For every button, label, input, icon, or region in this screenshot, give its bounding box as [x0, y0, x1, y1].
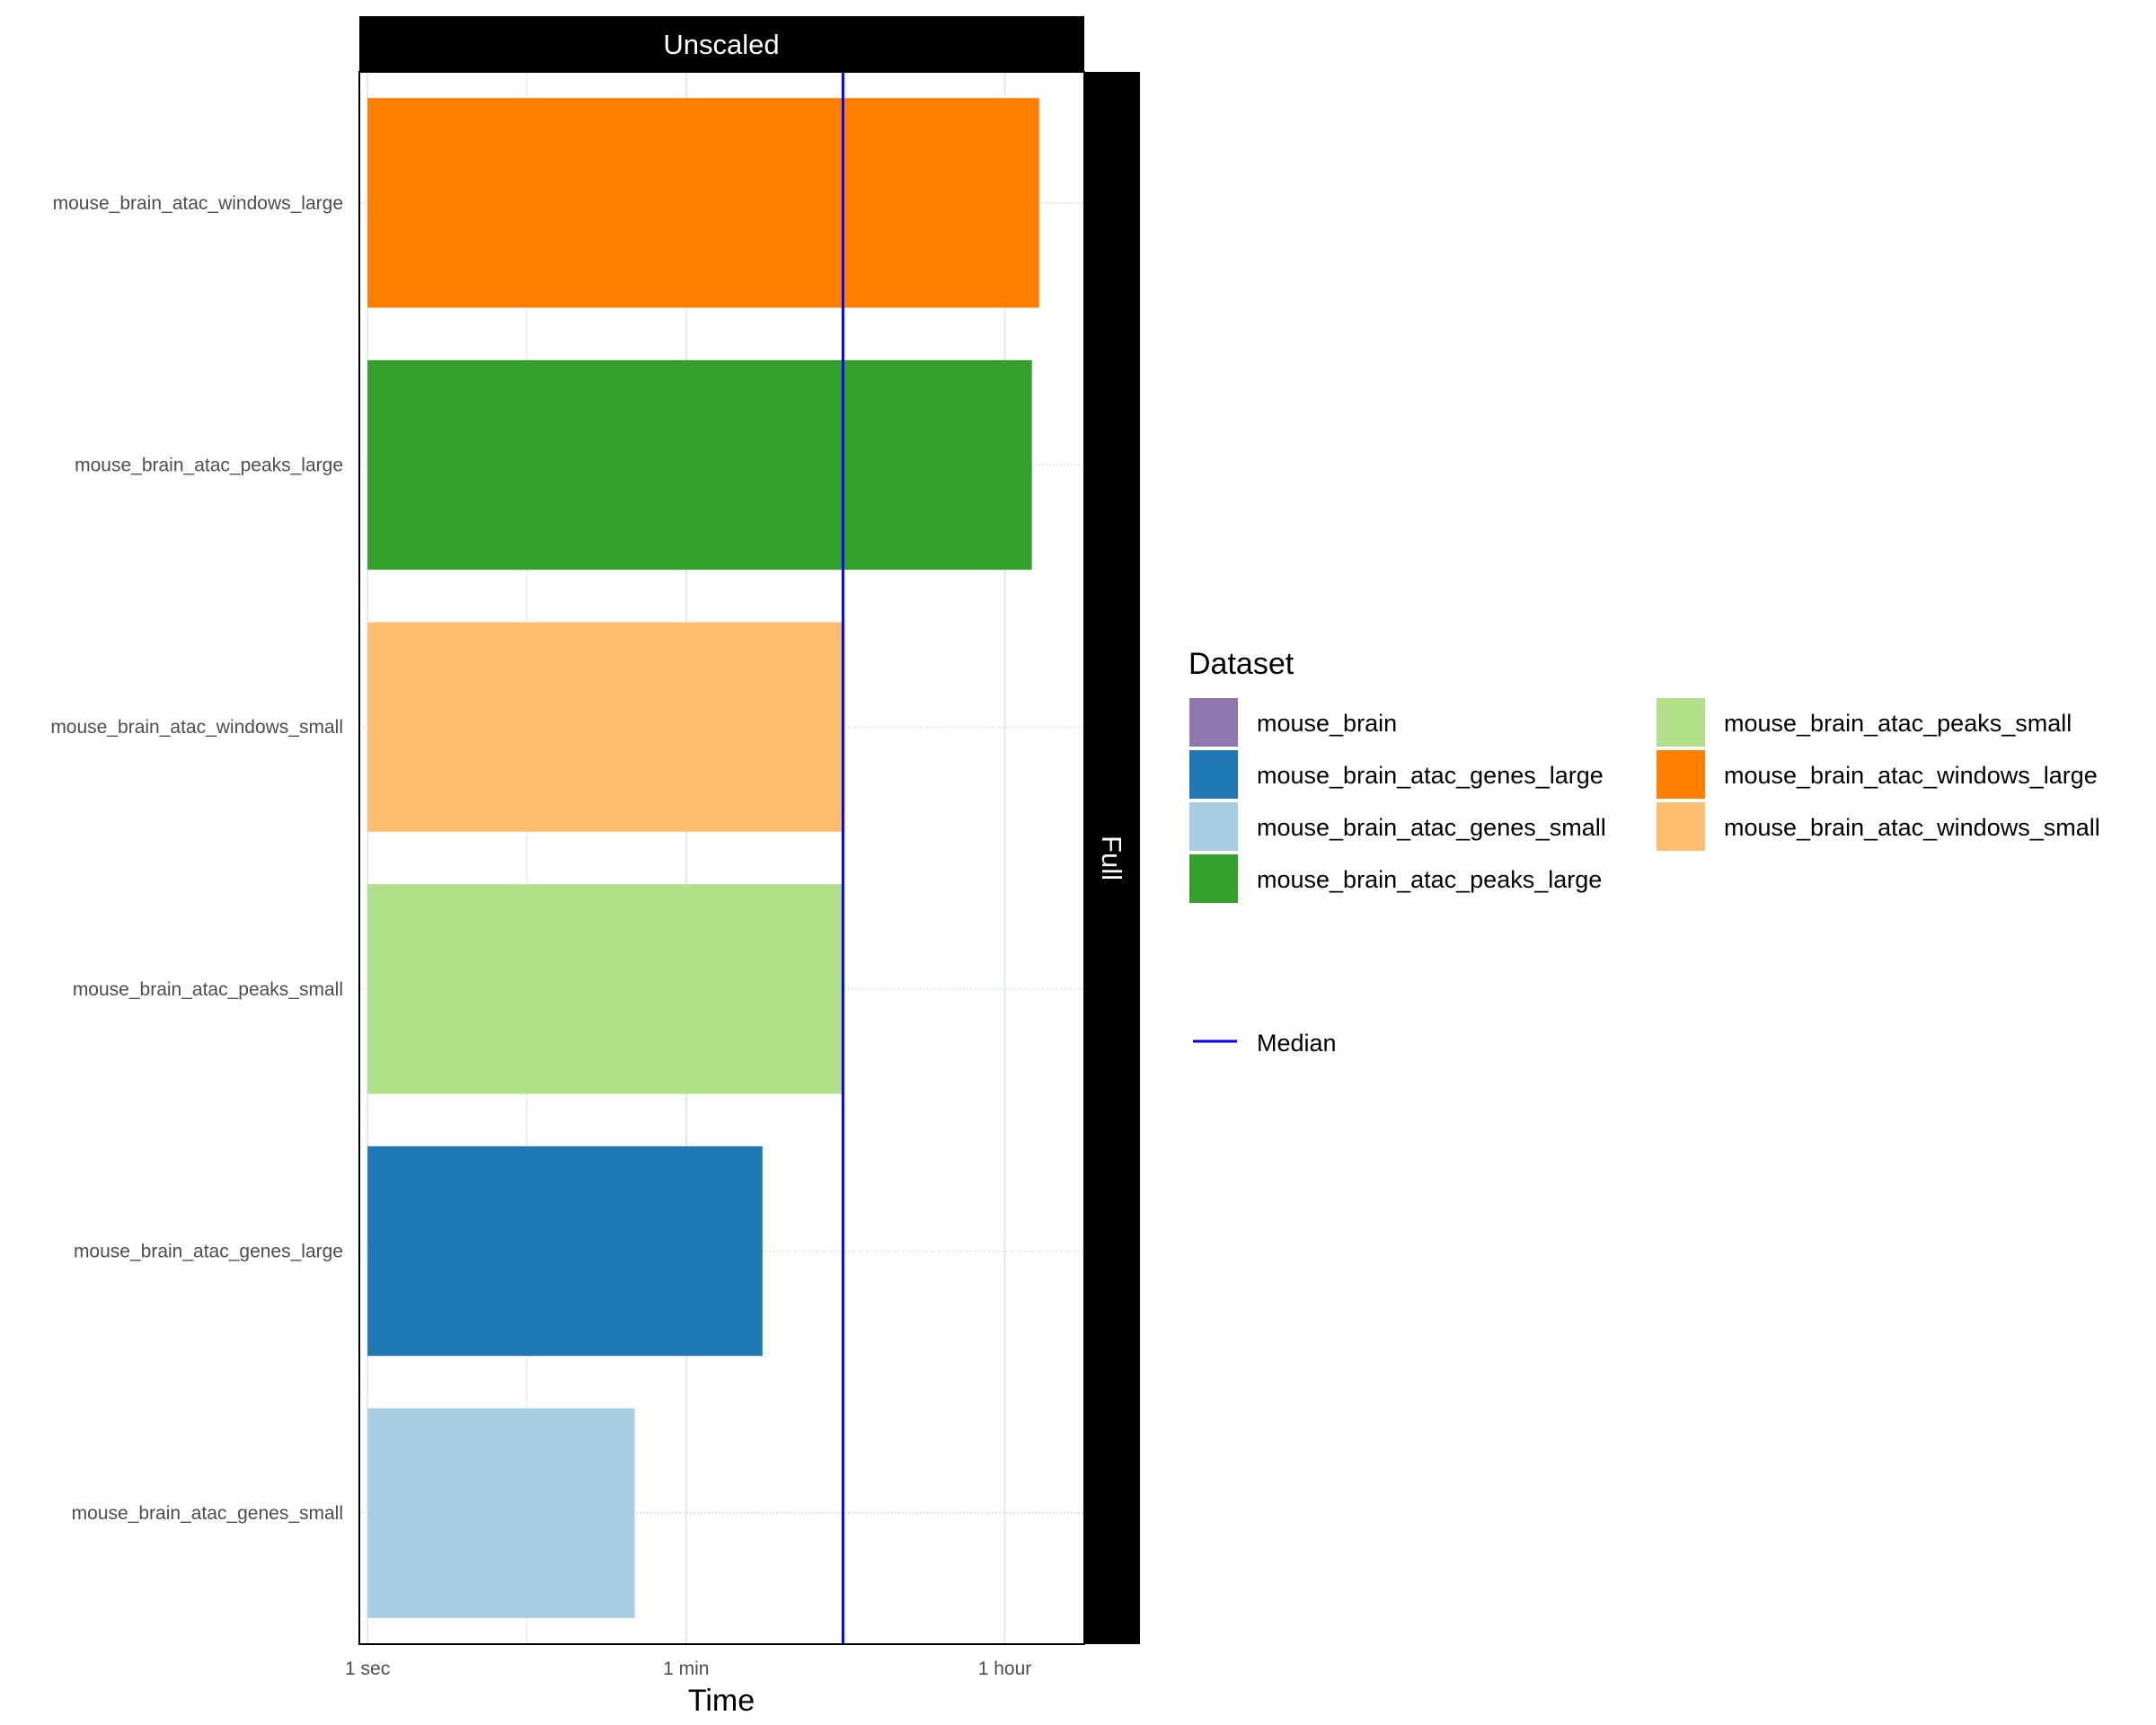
- x-tick-label: 1 sec: [345, 1659, 390, 1679]
- legend-swatch: [1188, 801, 1240, 853]
- legend-label: mouse_brain: [1257, 710, 1397, 737]
- legend-label: mouse_brain_atac_peaks_large: [1257, 866, 1602, 893]
- legend-label: mouse_brain_atac_windows_large: [1724, 762, 2098, 789]
- legend-label: mouse_brain_atac_genes_large: [1257, 762, 1604, 789]
- x-tick-label: 1 hour: [978, 1659, 1032, 1679]
- facet-strip-right-label: Full: [1096, 836, 1127, 880]
- bars: [367, 98, 1039, 1618]
- y-tick-label: mouse_brain_atac_peaks_small: [73, 979, 343, 1000]
- legend-median-label: Median: [1257, 1030, 1337, 1057]
- y-tick-label: mouse_brain_atac_genes_large: [74, 1242, 343, 1262]
- gridlines: [359, 72, 1084, 1644]
- bar-mouse_brain_atac_genes_small: [367, 1408, 635, 1618]
- plot-border: [358, 71, 1085, 1645]
- legend-swatch: [1188, 696, 1240, 748]
- y-tick-label: mouse_brain_atac_windows_small: [50, 717, 343, 738]
- legend-swatch: [1655, 801, 1707, 853]
- plot-panel: [359, 72, 1084, 1644]
- legend-swatch: [1188, 853, 1240, 905]
- x-tick-label: 1 min: [663, 1659, 709, 1679]
- legend-swatch: [1188, 748, 1240, 801]
- y-tick-label: mouse_brain_atac_genes_small: [72, 1503, 343, 1524]
- legend-label: mouse_brain_atac_genes_small: [1257, 814, 1606, 841]
- facet-strip-right: [1084, 72, 1140, 1644]
- y-tick-labels: mouse_brain_atac_windows_large mouse_brai…: [50, 193, 343, 1524]
- legend: mouse_brainmouse_brain_atac_genes_largem…: [1188, 696, 2100, 905]
- bar-mouse_brain_atac_peaks_large: [367, 359, 1032, 571]
- y-tick-label: mouse_brain_atac_windows_large: [53, 193, 343, 214]
- legend-swatch: [1655, 748, 1707, 801]
- bar-mouse_brain_atac_windows_large: [367, 98, 1039, 308]
- x-tick-labels: 1 sec 1 min 1 hour: [345, 1659, 1031, 1679]
- legend-label: mouse_brain_atac_peaks_small: [1724, 710, 2072, 737]
- x-axis-title: Time: [688, 1684, 755, 1718]
- bar-mouse_brain_atac_windows_small: [367, 622, 845, 832]
- legend-label: mouse_brain_atac_windows_small: [1724, 814, 2100, 841]
- facet-strip-top: [359, 16, 1084, 72]
- y-tick-label: mouse_brain_atac_peaks_large: [75, 456, 343, 476]
- legend-swatch: [1655, 696, 1707, 748]
- facet-strip-top-label: Unscaled: [663, 29, 779, 60]
- bar-mouse_brain_atac_peaks_small: [367, 884, 844, 1094]
- bar-mouse_brain_atac_genes_large: [367, 1146, 763, 1357]
- legend-title: Dataset: [1188, 647, 1294, 681]
